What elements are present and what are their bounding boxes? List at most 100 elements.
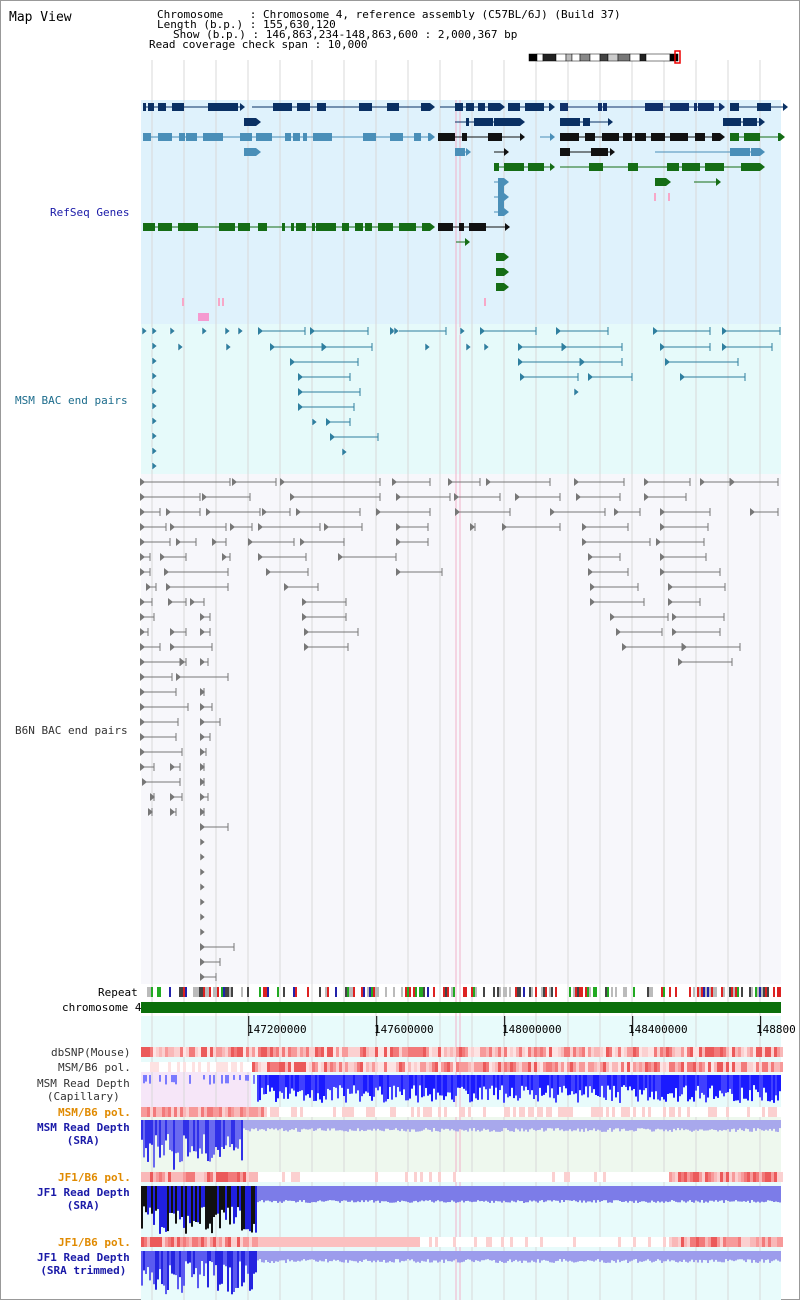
chromosome-ideogram[interactable] — [529, 52, 681, 62]
read-depth-bar — [503, 1186, 505, 1201]
repeat-mark — [675, 987, 677, 997]
read-depth-bar — [773, 1120, 775, 1129]
polymorphism-strip — [501, 1047, 504, 1057]
track-label-dbsnp[interactable]: dbSNP(Mouse) — [51, 1046, 131, 1059]
polymorphism-strip — [507, 1047, 510, 1057]
polymorphism-strip — [225, 1062, 228, 1072]
read-depth-bar — [747, 1075, 749, 1101]
polymorphism-strip — [654, 1047, 657, 1057]
read-depth-bar — [409, 1186, 411, 1203]
track-label-msm-bac[interactable]: MSM BAC end pairs — [15, 394, 128, 407]
read-depth-bar — [499, 1075, 501, 1091]
read-depth-bar — [169, 1186, 171, 1213]
b6n-bac-pair-end — [396, 538, 401, 546]
read-depth-bar — [727, 1186, 729, 1201]
track-label-jf1-read-depth-trim[interactable]: JF1 Read Depth (SRA trimmed) — [37, 1251, 130, 1277]
polymorphism-strip — [654, 1172, 657, 1182]
read-depth-bar — [219, 1120, 221, 1157]
track-label-msm-read-depth-sra[interactable]: MSM Read Depth (SRA) — [37, 1121, 130, 1147]
read-depth-bar — [263, 1075, 265, 1095]
read-depth-bar — [601, 1186, 603, 1202]
read-depth-bar — [379, 1120, 381, 1131]
repeat-mark — [409, 987, 411, 997]
read-depth-bar — [327, 1186, 329, 1201]
polymorphism-strip — [435, 1047, 438, 1057]
read-depth-bar — [345, 1075, 347, 1103]
polymorphism-strip — [369, 1237, 372, 1247]
read-depth-bar — [453, 1251, 455, 1261]
read-depth-bar — [689, 1251, 691, 1262]
polymorphism-strip — [435, 1107, 438, 1117]
repeat-mark — [393, 987, 395, 997]
read-depth-bar — [395, 1186, 397, 1203]
track-label-jf1-b6-pol-1[interactable]: JF1/B6 pol. — [58, 1171, 131, 1184]
polymorphism-strip — [480, 1047, 483, 1057]
read-depth-bar — [469, 1075, 471, 1103]
read-depth-bar — [635, 1251, 637, 1260]
refseq-gene-strand-arrow — [520, 118, 525, 126]
read-depth-bar — [665, 1120, 667, 1130]
read-depth-bar — [553, 1251, 555, 1263]
polymorphism-strip — [204, 1062, 207, 1072]
track-label-jf1-read-depth[interactable]: JF1 Read Depth (SRA) — [37, 1186, 130, 1212]
track-label-msm-b6-pol-1[interactable]: MSM/B6 pol. — [58, 1061, 131, 1074]
polymorphism-strip — [624, 1237, 627, 1247]
read-depth-bar — [699, 1251, 701, 1260]
b6n-bac-pair-end — [574, 478, 579, 486]
read-depth-bar — [313, 1120, 315, 1131]
track-label-msm-read-depth-cap[interactable]: MSM Read Depth (Capillary) — [37, 1077, 130, 1103]
track-label-jf1-b6-pol-2[interactable]: JF1/B6 pol. — [58, 1236, 131, 1249]
polymorphism-strip — [540, 1237, 543, 1247]
repeat-mark — [531, 987, 533, 997]
polymorphism-strip — [180, 1107, 183, 1117]
repeat-mark — [483, 987, 485, 997]
read-depth-bar — [647, 1186, 649, 1203]
track-label-repeat[interactable]: Repeat — [98, 986, 138, 999]
refseq-gene-exon — [628, 163, 638, 171]
polymorphism-strip — [684, 1107, 687, 1117]
read-depth-bar — [335, 1120, 337, 1131]
read-depth-bar — [339, 1186, 341, 1203]
track-label-refseq[interactable]: RefSeq Genes — [50, 206, 130, 219]
polymorphism-strip — [480, 1172, 483, 1182]
read-depth-bar — [147, 1120, 149, 1162]
read-depth-bar — [279, 1186, 281, 1202]
polymorphism-strip — [153, 1237, 156, 1247]
refseq-gene-exon — [178, 223, 198, 231]
read-depth-bar — [477, 1251, 479, 1261]
read-depth-bar — [239, 1251, 241, 1262]
read-depth-bar — [351, 1186, 353, 1201]
b6n-bac-pair-end — [614, 508, 619, 516]
read-depth-bar — [253, 1186, 255, 1224]
polymorphism-strip — [171, 1062, 174, 1072]
read-depth-bar — [585, 1251, 587, 1262]
read-depth-bar — [701, 1075, 703, 1093]
read-depth-bar — [261, 1186, 263, 1201]
polymorphism-strip — [675, 1062, 678, 1072]
refseq-gene-strand-arrow — [504, 208, 509, 216]
read-depth-bar — [763, 1120, 765, 1131]
polymorphism-strip — [324, 1107, 327, 1117]
track-label-msm-b6-pol-2[interactable]: MSM/B6 pol. — [58, 1106, 131, 1119]
polymorphism-strip — [561, 1062, 564, 1072]
read-depth-bar — [381, 1120, 383, 1131]
polymorphism-strip — [192, 1107, 195, 1117]
read-depth-bar — [735, 1075, 737, 1101]
refseq-pink-mark — [222, 298, 224, 306]
polymorphism-strip — [534, 1237, 537, 1247]
polymorphism-strip — [780, 1047, 783, 1057]
polymorphism-strip — [393, 1062, 396, 1072]
polymorphism-strip — [471, 1062, 474, 1072]
polymorphism-strip — [570, 1237, 573, 1247]
polymorphism-strip — [657, 1237, 660, 1247]
polymorphism-strip — [756, 1062, 759, 1072]
read-depth-bar — [731, 1186, 733, 1202]
read-depth-bar — [685, 1120, 687, 1130]
polymorphism-strip — [570, 1107, 573, 1117]
read-depth-bar — [645, 1251, 647, 1261]
track-label-b6n-bac[interactable]: B6N BAC end pairs — [15, 724, 128, 737]
repeat-mark — [759, 987, 761, 997]
read-depth-bar — [269, 1120, 271, 1130]
polymorphism-strip — [252, 1172, 255, 1182]
read-depth-bar — [473, 1251, 475, 1263]
